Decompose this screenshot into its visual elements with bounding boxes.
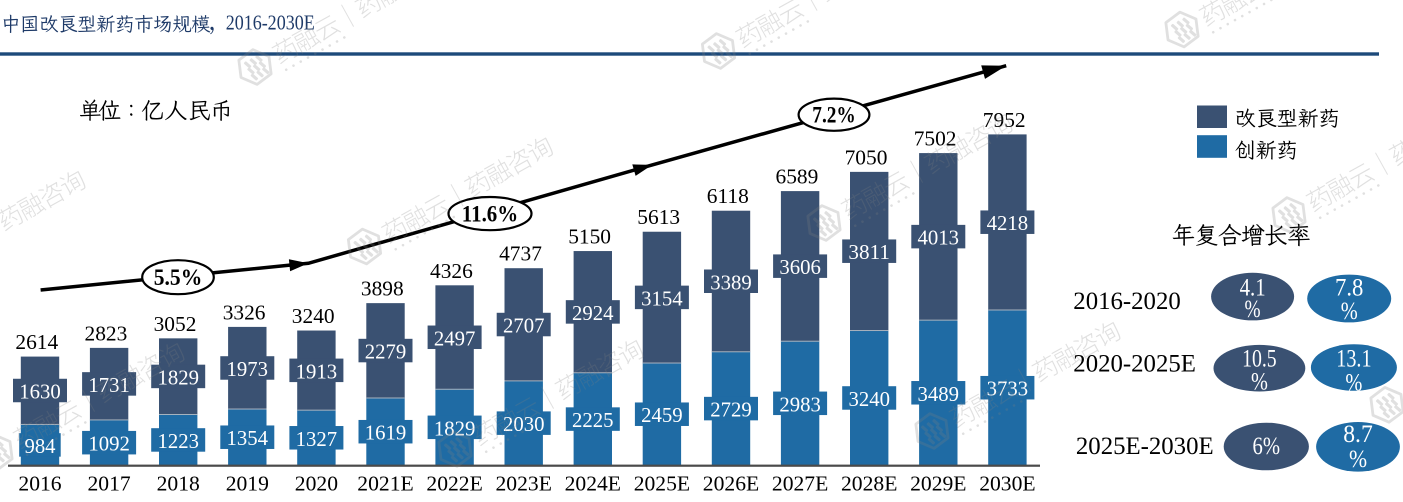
svg-text:2024E: 2024E (565, 472, 621, 496)
svg-text:3389: 3389 (710, 270, 752, 294)
svg-text:5613: 5613 (637, 205, 680, 229)
svg-text:%: % (1251, 369, 1268, 396)
svg-text:2021E: 2021E (357, 472, 413, 496)
svg-text:2020-2025E: 2020-2025E (1073, 351, 1196, 378)
svg-text:2459: 2459 (641, 403, 683, 427)
svg-text:%: % (1341, 298, 1358, 325)
svg-text:4218: 4218 (987, 211, 1029, 235)
svg-text:3606: 3606 (779, 255, 821, 279)
svg-text:2019: 2019 (226, 472, 269, 496)
svg-text:2983: 2983 (779, 392, 821, 416)
svg-text:3240: 3240 (848, 387, 890, 411)
svg-text:7050: 7050 (845, 145, 888, 169)
svg-text:3898: 3898 (361, 277, 404, 301)
svg-text:3052: 3052 (154, 312, 197, 336)
svg-text:7502: 7502 (914, 127, 957, 151)
svg-text:2029E: 2029E (910, 472, 966, 496)
svg-text:7.2%: 7.2% (812, 103, 855, 128)
svg-text:2028E: 2028E (841, 472, 897, 496)
svg-text:4.1: 4.1 (1240, 274, 1266, 301)
svg-text:1354: 1354 (227, 426, 269, 450)
svg-text:2025E: 2025E (634, 472, 690, 496)
svg-text:2030E: 2030E (979, 472, 1035, 496)
svg-text:13.1: 13.1 (1336, 345, 1371, 372)
svg-text:2018: 2018 (157, 472, 200, 496)
svg-text:1630: 1630 (19, 380, 61, 404)
svg-text:2614: 2614 (15, 330, 58, 354)
svg-text:1619: 1619 (365, 421, 407, 445)
svg-text:984: 984 (25, 434, 56, 458)
svg-text:2279: 2279 (365, 340, 407, 364)
svg-text:%: % (1349, 446, 1367, 473)
svg-text:2729: 2729 (710, 398, 752, 422)
svg-text:6118: 6118 (707, 184, 749, 208)
svg-text:4326: 4326 (430, 259, 473, 283)
svg-text:3733: 3733 (987, 377, 1029, 401)
svg-text:1829: 1829 (434, 416, 476, 440)
svg-text:7952: 7952 (983, 108, 1026, 132)
svg-text:2497: 2497 (434, 326, 476, 350)
svg-text:3154: 3154 (641, 286, 683, 310)
svg-text:1973: 1973 (227, 357, 269, 381)
svg-text:1092: 1092 (88, 432, 130, 456)
svg-text:2017: 2017 (88, 472, 131, 496)
svg-text:1223: 1223 (157, 429, 199, 453)
svg-text:2225: 2225 (572, 408, 614, 432)
svg-text:2020: 2020 (295, 472, 338, 496)
svg-text:1829: 1829 (157, 365, 199, 389)
svg-text:2022E: 2022E (426, 472, 482, 496)
svg-text:7.8: 7.8 (1335, 274, 1363, 301)
svg-text:2823: 2823 (85, 321, 128, 345)
svg-text:2016: 2016 (18, 472, 61, 496)
svg-text:4013: 4013 (918, 226, 960, 250)
svg-text:%: % (1345, 369, 1362, 396)
svg-text:2707: 2707 (503, 314, 545, 338)
svg-text:2016-2030E: 2016-2030E (226, 11, 315, 35)
svg-text:10.5: 10.5 (1242, 345, 1277, 372)
svg-text:2026E: 2026E (703, 472, 759, 496)
svg-text:8.7: 8.7 (1343, 421, 1373, 448)
svg-text:3326: 3326 (223, 300, 266, 324)
svg-text:3489: 3489 (918, 382, 960, 406)
svg-text:3811: 3811 (848, 240, 890, 264)
svg-text:11.6%: 11.6% (462, 201, 518, 226)
svg-text:6589: 6589 (776, 165, 819, 189)
svg-text:3240: 3240 (292, 304, 335, 328)
svg-text:2016-2020: 2016-2020 (1073, 288, 1180, 315)
svg-text:5.5%: 5.5% (154, 265, 203, 290)
svg-text:%: % (1245, 296, 1261, 323)
svg-text:1327: 1327 (296, 427, 338, 451)
svg-text:6%: 6% (1253, 433, 1281, 460)
svg-text:2025E-2030E: 2025E-2030E (1076, 433, 1214, 460)
svg-text:5150: 5150 (568, 225, 611, 249)
svg-text:1913: 1913 (296, 359, 338, 383)
svg-text:4737: 4737 (499, 242, 542, 266)
svg-text:2023E: 2023E (496, 472, 552, 496)
svg-text:2030: 2030 (503, 412, 545, 436)
svg-text:2924: 2924 (572, 301, 614, 325)
svg-text:2027E: 2027E (772, 472, 828, 496)
